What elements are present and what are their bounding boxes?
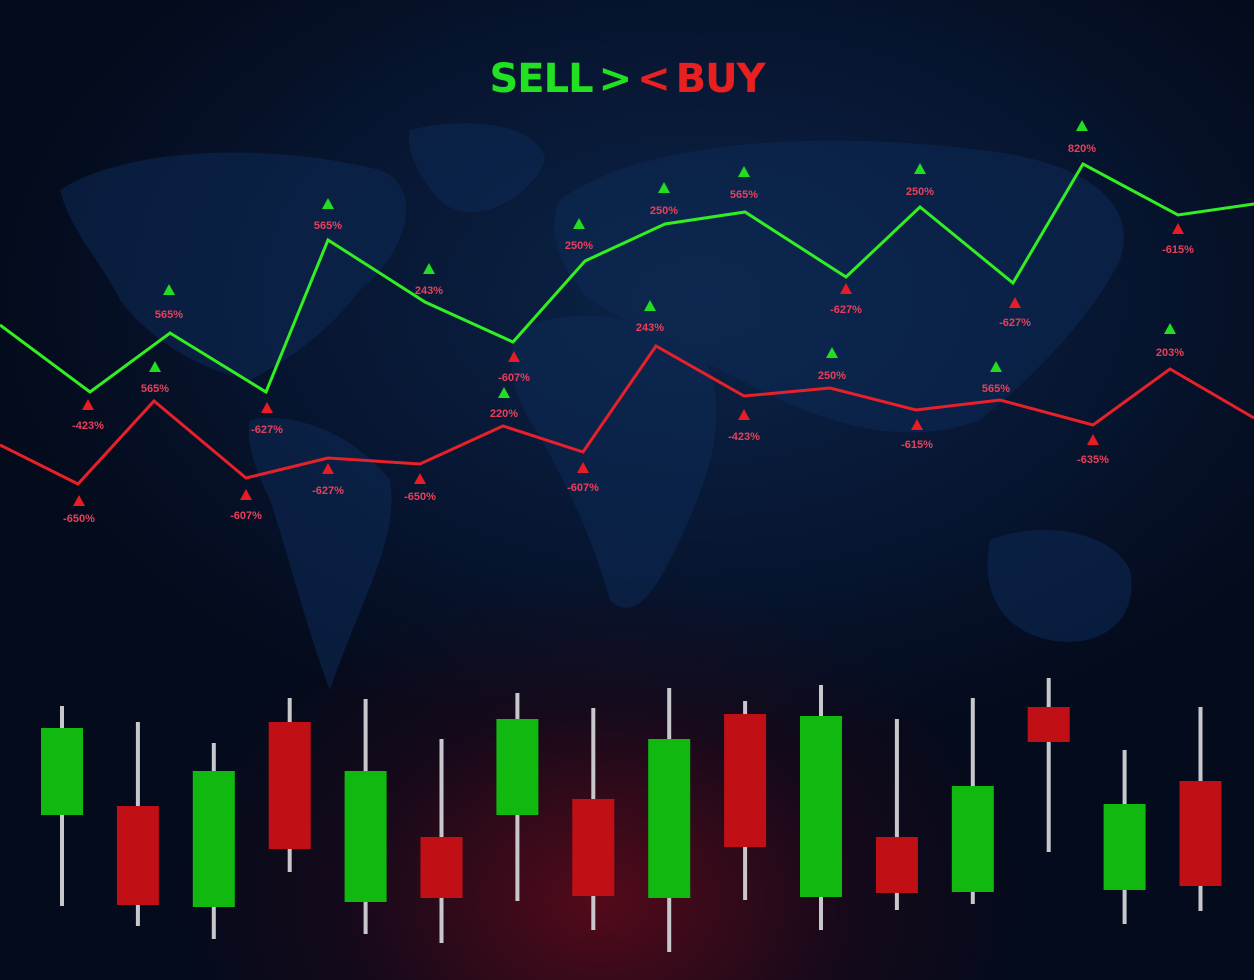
red-up-triangle-icon <box>240 489 252 500</box>
percent-label: -607% <box>230 510 262 522</box>
percent-label: -635% <box>1077 454 1109 466</box>
percent-label: 820% <box>1068 143 1096 155</box>
chart-title: SELL > < BUY <box>0 56 1254 102</box>
red-up-triangle-icon <box>322 463 334 474</box>
percent-label: 220% <box>490 408 518 420</box>
percent-label: -650% <box>404 491 436 503</box>
red-up-triangle-icon <box>82 399 94 410</box>
bearish-candle-body <box>116 806 159 905</box>
percent-label: 250% <box>650 205 678 217</box>
percent-label: -607% <box>567 482 599 494</box>
red-up-triangle-icon <box>738 409 750 420</box>
percent-label: -615% <box>1162 244 1194 256</box>
percent-label: 243% <box>415 285 443 297</box>
red-up-triangle-icon <box>73 495 85 506</box>
percent-label: 565% <box>155 309 183 321</box>
percent-label: -627% <box>830 304 862 316</box>
bullish-candle-body <box>344 771 387 902</box>
red-up-triangle-icon <box>840 283 852 294</box>
bullish-candle-body <box>496 719 539 815</box>
south-america-shape <box>248 418 392 690</box>
bearish-candle-body <box>1027 707 1070 742</box>
bullish-candle-body <box>192 771 235 907</box>
bearish-candle-body <box>268 722 311 849</box>
green-up-triangle-icon <box>498 387 510 398</box>
bearish-candle-body <box>572 799 615 896</box>
candle-wick <box>894 719 899 910</box>
percent-label: -423% <box>72 420 104 432</box>
percent-label: 243% <box>636 322 664 334</box>
percent-label: 203% <box>1156 347 1184 359</box>
red-up-triangle-icon <box>1087 434 1099 445</box>
bullish-candle-body <box>1103 804 1146 890</box>
bullish-candle-body <box>951 786 994 892</box>
green-up-triangle-icon <box>644 300 656 311</box>
candle-wick <box>1046 678 1051 852</box>
green-up-triangle-icon <box>1164 323 1176 334</box>
bullish-candle-body <box>800 716 842 897</box>
north-america-shape <box>60 152 407 380</box>
red-up-triangle-icon <box>911 419 923 430</box>
bearish-candle-body <box>1179 781 1222 886</box>
eurasia-shape <box>554 140 1124 433</box>
percent-label: 250% <box>906 186 934 198</box>
green-up-triangle-icon <box>149 361 161 372</box>
green-up-triangle-icon <box>914 163 926 174</box>
red-up-triangle-icon <box>577 462 589 473</box>
red-up-triangle-icon <box>508 351 520 362</box>
percent-label: -627% <box>999 317 1031 329</box>
bearish-candle-body <box>875 837 918 893</box>
percent-label: -615% <box>901 439 933 451</box>
green-up-triangle-icon <box>826 347 838 358</box>
green-up-triangle-icon <box>573 218 585 229</box>
green-up-triangle-icon <box>163 284 175 295</box>
red-up-triangle-icon <box>1009 297 1021 308</box>
bullish-candle-body <box>648 739 691 898</box>
bearish-candle-body <box>724 714 767 847</box>
red-up-triangle-icon <box>1172 223 1184 234</box>
percent-label: -423% <box>728 431 760 443</box>
red-up-triangle-icon <box>414 473 426 484</box>
green-line-series <box>0 161 1254 395</box>
percent-label: 565% <box>314 220 342 232</box>
red-up-triangle-icon <box>261 402 273 413</box>
green-up-triangle-icon <box>1076 120 1088 131</box>
sell-label: SELL <box>489 56 593 102</box>
green-up-triangle-icon <box>658 182 670 193</box>
greater-than-sign: > <box>598 56 633 102</box>
africa-shape <box>511 315 717 608</box>
bearish-candle-body <box>420 837 463 898</box>
percent-label: -607% <box>498 372 530 384</box>
percent-label: 565% <box>982 383 1010 395</box>
percent-label: 250% <box>818 370 846 382</box>
percent-label: -650% <box>63 513 95 525</box>
red-line-series <box>0 344 1254 486</box>
green-up-triangle-icon <box>738 166 750 177</box>
percent-label: 565% <box>730 189 758 201</box>
less-than-sign: < <box>637 56 671 102</box>
green-up-triangle-icon <box>322 198 334 209</box>
percent-label: -627% <box>251 424 283 436</box>
bullish-candle-body <box>41 728 83 815</box>
percent-label: 250% <box>565 240 593 252</box>
buy-label: BUY <box>675 56 766 102</box>
green-up-triangle-icon <box>990 361 1002 372</box>
percent-label: 565% <box>141 383 169 395</box>
percent-label: -627% <box>312 485 344 497</box>
greenland-shape <box>409 123 545 213</box>
green-up-triangle-icon <box>423 263 435 274</box>
australia-shape <box>987 530 1132 642</box>
